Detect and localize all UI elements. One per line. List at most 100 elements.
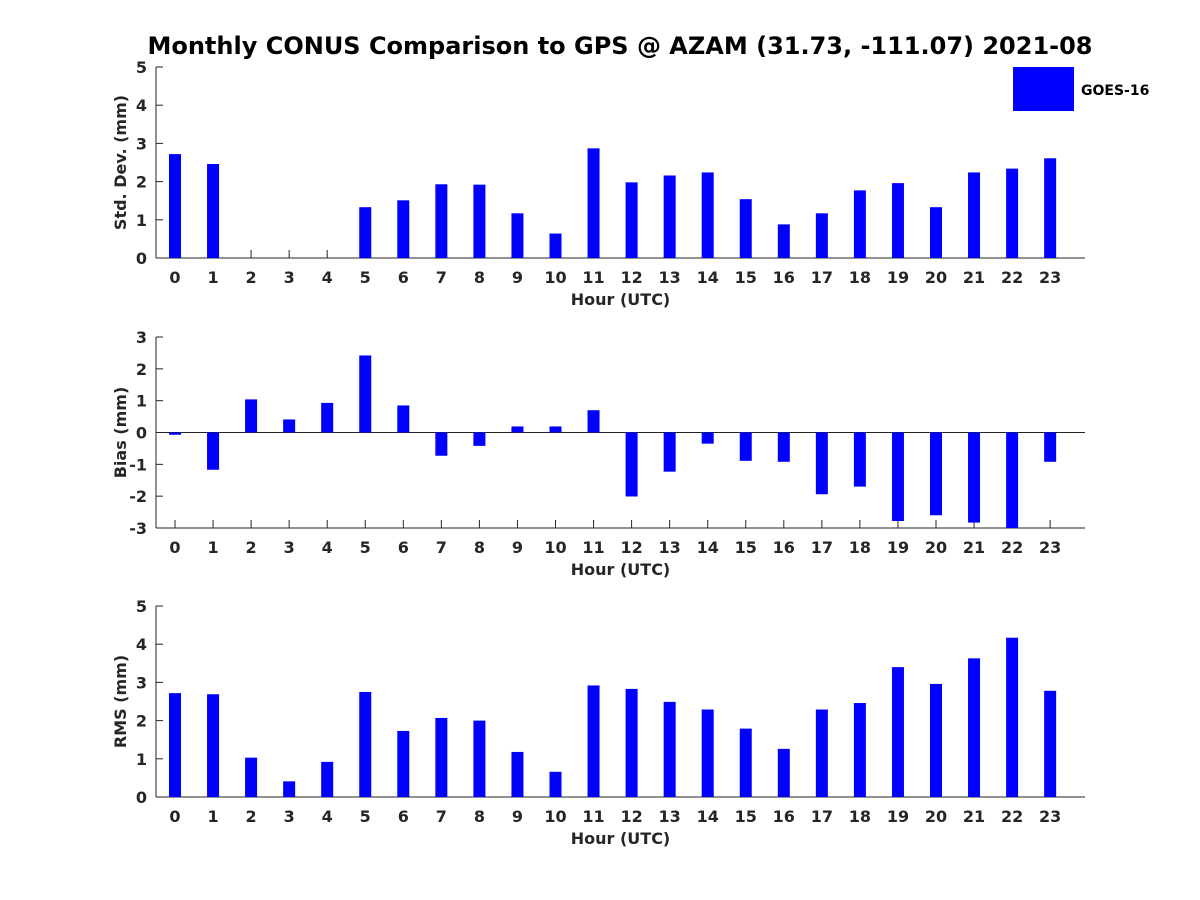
std-dev-x-tick-label: 22 bbox=[1001, 268, 1023, 287]
bias-bar-hour-20 bbox=[930, 432, 942, 516]
std-dev-x-tick-label: 9 bbox=[512, 268, 523, 287]
legend-label: GOES-16 bbox=[1081, 83, 1149, 99]
rms-bar-hour-20 bbox=[930, 683, 942, 797]
chart-title: Monthly CONUS Comparison to GPS @ AZAM (… bbox=[147, 32, 1092, 60]
bias-y-tick-label: 0 bbox=[136, 424, 147, 443]
bias-x-tick-label: 16 bbox=[773, 538, 795, 557]
std-dev-x-tick-label: 11 bbox=[582, 268, 604, 287]
rms-bar-hour-8 bbox=[473, 720, 486, 797]
rms-bar-hour-18 bbox=[853, 703, 866, 797]
rms-x-tick-label: 22 bbox=[1001, 807, 1023, 826]
bias-x-tick-label: 2 bbox=[246, 538, 257, 557]
bias-x-tick-label: 10 bbox=[544, 538, 566, 557]
rms-x-tick-label: 20 bbox=[925, 807, 947, 826]
std-dev-bar-hour-23 bbox=[1044, 158, 1057, 258]
bias-bar-hour-21 bbox=[968, 432, 981, 523]
rms-x-tick-label: 12 bbox=[620, 807, 642, 826]
bias-x-tick-label: 13 bbox=[659, 538, 681, 557]
std-dev-x-tick-label: 15 bbox=[735, 268, 757, 287]
bias-x-tick-label: 14 bbox=[697, 538, 719, 557]
std-dev-x-tick-label: 7 bbox=[436, 268, 447, 287]
bias-x-tick-label: 3 bbox=[284, 538, 295, 557]
bias-bar-hour-11 bbox=[587, 410, 600, 433]
std-dev-bar-hour-1 bbox=[207, 164, 220, 258]
std-dev-bar-hour-5 bbox=[359, 207, 372, 258]
bias-x-axis-label: Hour (UTC) bbox=[571, 560, 671, 579]
bias-x-tick-label: 18 bbox=[849, 538, 871, 557]
bias-x-tick-label: 19 bbox=[887, 538, 909, 557]
rms-bar-hour-14 bbox=[701, 709, 714, 797]
bias-x-tick-label: 23 bbox=[1039, 538, 1061, 557]
std-dev-x-axis-label: Hour (UTC) bbox=[571, 290, 671, 309]
bias-bar-hour-10 bbox=[549, 426, 562, 433]
rms-x-tick-label: 14 bbox=[697, 807, 719, 826]
std-dev-y-tick-label: 5 bbox=[136, 58, 147, 77]
rms-bar-hour-12 bbox=[625, 688, 638, 797]
std-dev-y-tick-label: 4 bbox=[136, 96, 147, 115]
std-dev-bar-hour-19 bbox=[891, 183, 904, 258]
bias-bar-hour-15 bbox=[739, 432, 752, 461]
rms-x-tick-label: 3 bbox=[284, 807, 295, 826]
bias-x-tick-label: 20 bbox=[925, 538, 947, 557]
std-dev-x-tick-label: 17 bbox=[811, 268, 833, 287]
std-dev-bar-hour-10 bbox=[549, 233, 562, 258]
std-dev-x-tick-label: 19 bbox=[887, 268, 909, 287]
std-dev-bar-hour-20 bbox=[930, 207, 942, 258]
bias-x-tick-label: 21 bbox=[963, 538, 985, 557]
std-dev-x-tick-label: 4 bbox=[322, 268, 333, 287]
bias-bar-hour-0 bbox=[169, 432, 181, 435]
std-dev-bar-hour-13 bbox=[663, 175, 676, 258]
rms-x-tick-label: 17 bbox=[811, 807, 833, 826]
rms-bar-hour-15 bbox=[739, 728, 752, 797]
bias-x-tick-label: 22 bbox=[1001, 538, 1023, 557]
rms-x-tick-label: 2 bbox=[246, 807, 257, 826]
rms-x-tick-label: 15 bbox=[735, 807, 757, 826]
bias-x-tick-label: 17 bbox=[811, 538, 833, 557]
bias-x-tick-label: 4 bbox=[322, 538, 333, 557]
rms-y-tick-label: 5 bbox=[136, 597, 147, 616]
std-dev-x-tick-label: 12 bbox=[620, 268, 642, 287]
rms-bar-hour-22 bbox=[1006, 637, 1019, 797]
rms-x-tick-label: 11 bbox=[582, 807, 604, 826]
rms-y-axis-label: RMS (mm) bbox=[111, 655, 130, 748]
bias-bar-hour-3 bbox=[283, 419, 296, 433]
rms-bar-hour-2 bbox=[245, 757, 258, 797]
std-dev-x-tick-label: 0 bbox=[169, 268, 180, 287]
rms-x-axis-label: Hour (UTC) bbox=[571, 829, 671, 848]
rms-bar-hour-17 bbox=[815, 709, 828, 797]
rms-bar-hour-23 bbox=[1044, 690, 1057, 797]
bias-bar-hour-14 bbox=[701, 432, 714, 444]
rms-x-tick-label: 6 bbox=[398, 807, 409, 826]
std-dev-x-tick-label: 14 bbox=[697, 268, 719, 287]
rms-x-tick-label: 1 bbox=[207, 807, 218, 826]
std-dev-bar-hour-15 bbox=[739, 199, 752, 258]
bias-x-tick-label: 11 bbox=[582, 538, 604, 557]
std-dev-bar-hour-21 bbox=[968, 172, 981, 258]
std-dev-bar-hour-6 bbox=[397, 200, 410, 258]
rms-x-tick-label: 5 bbox=[360, 807, 371, 826]
bias-bar-hour-9 bbox=[511, 426, 524, 433]
rms-x-tick-label: 19 bbox=[887, 807, 909, 826]
rms-bar-hour-9 bbox=[511, 751, 524, 797]
bias-x-tick-label: 0 bbox=[169, 538, 180, 557]
rms-x-tick-label: 9 bbox=[512, 807, 523, 826]
rms-x-tick-label: 21 bbox=[963, 807, 985, 826]
bias-x-tick-label: 7 bbox=[436, 538, 447, 557]
bias-y-tick-label: 3 bbox=[136, 328, 147, 347]
bias-bar-hour-2 bbox=[245, 399, 258, 433]
std-dev-x-tick-label: 10 bbox=[544, 268, 566, 287]
rms-bar-hour-10 bbox=[549, 771, 562, 797]
std-dev-bar-hour-17 bbox=[815, 213, 828, 258]
rms-x-tick-label: 16 bbox=[773, 807, 795, 826]
std-dev-x-tick-label: 23 bbox=[1039, 268, 1061, 287]
bias-bar-hour-17 bbox=[815, 432, 828, 495]
rms-y-tick-label: 1 bbox=[136, 750, 147, 769]
bias-x-tick-label: 8 bbox=[474, 538, 485, 557]
bias-x-tick-label: 6 bbox=[398, 538, 409, 557]
std-dev-y-tick-label: 0 bbox=[136, 249, 147, 268]
bias-bar-hour-16 bbox=[777, 432, 790, 462]
std-dev-x-tick-label: 1 bbox=[207, 268, 218, 287]
rms-bar-hour-19 bbox=[891, 667, 904, 797]
std-dev-bar-hour-8 bbox=[473, 184, 486, 258]
